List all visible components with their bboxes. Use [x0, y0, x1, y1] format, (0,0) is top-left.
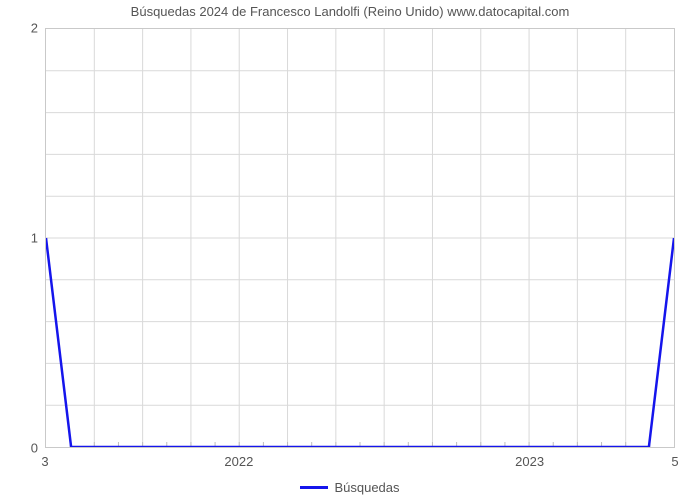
plot-area — [45, 28, 675, 448]
chart-title: Búsquedas 2024 de Francesco Landolfi (Re… — [0, 4, 700, 19]
x-tick-label: 2023 — [515, 454, 544, 469]
grid-lines — [46, 29, 674, 447]
x-corner-left: 3 — [41, 454, 48, 469]
legend-swatch — [300, 486, 328, 489]
data-line — [46, 238, 674, 447]
y-tick-label: 1 — [0, 231, 38, 246]
plot-svg — [46, 29, 674, 447]
legend-label: Búsquedas — [334, 480, 399, 495]
x-tick-label: 2022 — [224, 454, 253, 469]
x-corner-right: 5 — [671, 454, 678, 469]
legend: Búsquedas — [0, 479, 700, 495]
chart-container: Búsquedas 2024 de Francesco Landolfi (Re… — [0, 0, 700, 500]
y-tick-label: 2 — [0, 21, 38, 36]
y-tick-label: 0 — [0, 441, 38, 456]
